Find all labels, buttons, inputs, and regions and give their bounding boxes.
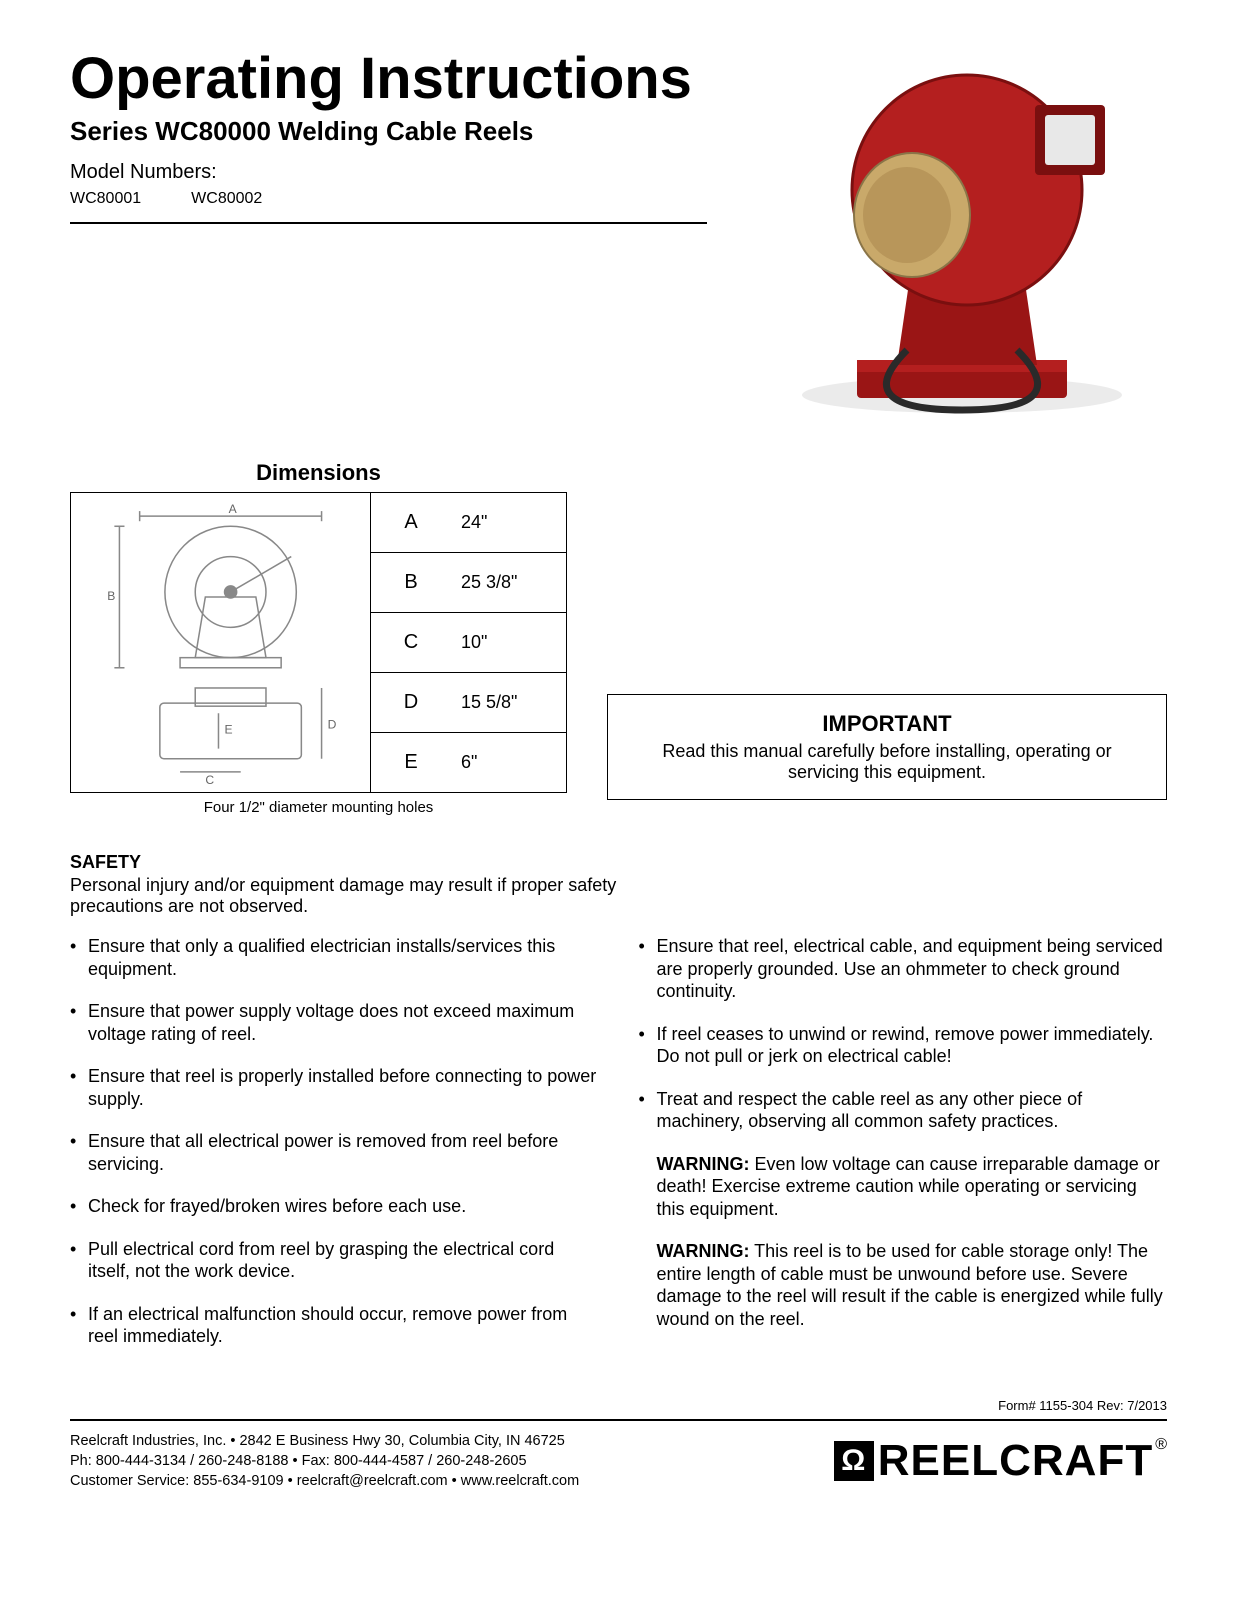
warning-label: WARNING: (657, 1154, 750, 1174)
table-row: B 25 3/8" (371, 553, 566, 613)
safety-item: If reel ceases to unwind or rewind, remo… (639, 1023, 1168, 1068)
footer-contact: Reelcraft Industries, Inc. • 2842 E Busi… (70, 1431, 579, 1492)
important-box: IMPORTANT Read this manual carefully bef… (607, 694, 1167, 800)
safety-heading: SAFETY (70, 852, 1167, 873)
footer-service: Customer Service: 855-634-9109 • reelcra… (70, 1471, 579, 1491)
dimensions-table: A 24" B 25 3/8" C 10" D 15 5/8" E 6" (371, 493, 566, 792)
logo-icon: Ω (834, 1441, 874, 1481)
safety-intro: Personal injury and/or equipment damage … (70, 875, 630, 917)
divider (70, 222, 707, 224)
dim-key: C (371, 617, 451, 668)
table-row: C 10" (371, 613, 566, 673)
safety-item: Check for frayed/broken wires before eac… (70, 1195, 599, 1218)
divider (70, 1419, 1167, 1421)
dimensions-note: Four 1/2" diameter mounting holes (70, 799, 567, 816)
table-row: E 6" (371, 733, 566, 792)
safety-item: If an electrical malfunction should occu… (70, 1303, 599, 1348)
dim-key: B (371, 557, 451, 608)
table-row: D 15 5/8" (371, 673, 566, 733)
dim-value: 6" (451, 752, 566, 773)
dim-key: D (371, 677, 451, 728)
safety-item: Ensure that only a qualified electrician… (70, 935, 599, 980)
warning-item: WARNING: This reel is to be used for cab… (639, 1240, 1168, 1330)
subtitle: Series WC80000 Welding Cable Reels (70, 116, 707, 147)
dimensions-title: Dimensions (70, 460, 567, 486)
footer-address: Reelcraft Industries, Inc. • 2842 E Busi… (70, 1431, 579, 1451)
svg-text:B: B (107, 589, 115, 603)
svg-text:A: A (229, 502, 238, 516)
model-number: WC80002 (191, 190, 262, 208)
form-revision: Form# 1155-304 Rev: 7/2013 (70, 1398, 1167, 1413)
safety-item: Ensure that reel, electrical cable, and … (639, 935, 1168, 1003)
important-title: IMPORTANT (626, 711, 1148, 737)
registered-mark: ® (1155, 1436, 1167, 1454)
model-number: WC80001 (70, 190, 141, 208)
warning-label: WARNING: (657, 1241, 750, 1261)
product-image (747, 50, 1167, 430)
safety-item: Ensure that reel is properly installed b… (70, 1065, 599, 1110)
svg-text:D: D (328, 717, 337, 731)
safety-item: Ensure that all electrical power is remo… (70, 1130, 599, 1175)
safety-item: Pull electrical cord from reel by graspi… (70, 1238, 599, 1283)
logo-text: REELCRAFT (878, 1436, 1153, 1486)
brand-logo: ΩREELCRAFT ® (834, 1436, 1167, 1486)
dimensions-block: A B D C E (70, 492, 567, 793)
svg-text:E: E (225, 722, 233, 736)
dim-value: 10" (451, 632, 566, 653)
table-row: A 24" (371, 493, 566, 553)
dimensions-diagram: A B D C E (71, 493, 371, 792)
warning-item: WARNING: Even low voltage can cause irre… (639, 1153, 1168, 1221)
safety-item: Ensure that power supply voltage does no… (70, 1000, 599, 1045)
dim-value: 24" (451, 512, 566, 533)
model-numbers-label: Model Numbers: (70, 161, 707, 184)
dim-value: 15 5/8" (451, 692, 566, 713)
important-text: Read this manual carefully before instal… (626, 741, 1148, 783)
svg-text:C: C (205, 773, 214, 784)
page-title: Operating Instructions (70, 50, 707, 108)
dim-key: A (371, 497, 451, 548)
safety-item: Treat and respect the cable reel as any … (639, 1088, 1168, 1133)
footer-phone: Ph: 800-444-3134 / 260-248-8188 • Fax: 8… (70, 1451, 579, 1471)
dim-value: 25 3/8" (451, 572, 566, 593)
dim-key: E (371, 737, 451, 788)
